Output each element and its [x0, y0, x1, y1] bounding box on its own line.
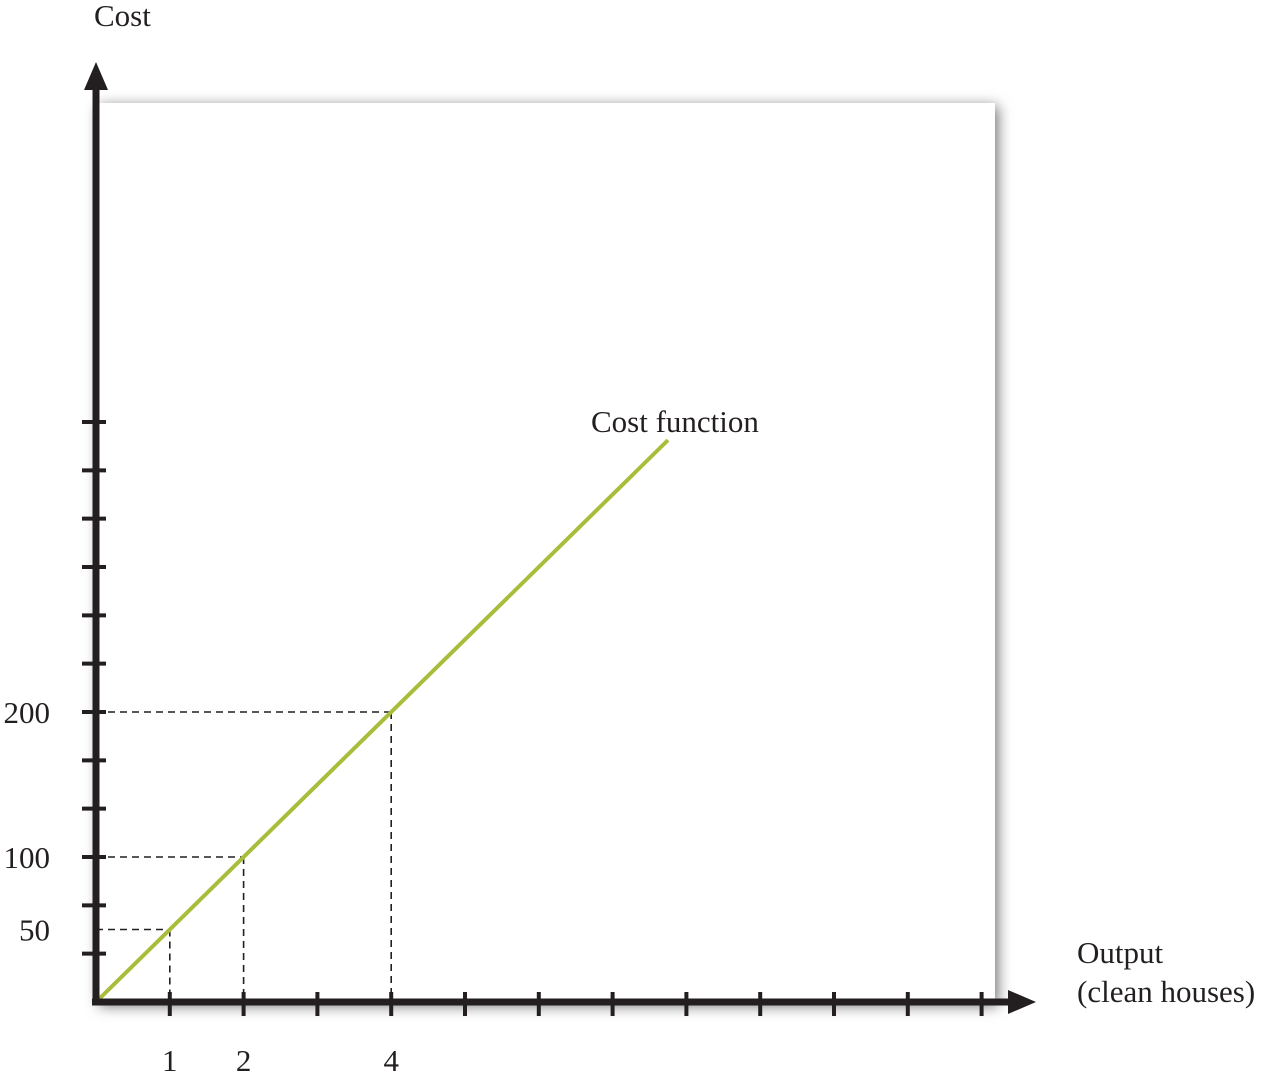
- x-axis-title-line2: (clean houses): [1077, 974, 1255, 1009]
- x-tick-label: 2: [236, 1043, 252, 1078]
- series-layer: [94, 438, 670, 1004]
- y-axis-title: Cost: [94, 0, 151, 33]
- x-tick-label: 4: [383, 1043, 399, 1078]
- y-tick-label: 100: [4, 840, 51, 875]
- series-label-cost-function: Cost function: [591, 404, 759, 439]
- reference-lines: [96, 711, 393, 1002]
- x-tick-label: 1: [162, 1043, 178, 1078]
- tick-labels: 1 2 4 50 100 200: [4, 695, 400, 1078]
- y-axis-arrowhead: [84, 62, 108, 90]
- y-tick-label: 50: [19, 913, 50, 948]
- x-axis-title: Output: [1077, 935, 1164, 970]
- x-axis-arrowhead: [1008, 990, 1036, 1014]
- y-tick-label: 200: [4, 695, 51, 730]
- series-line-cost-function: [94, 438, 670, 1004]
- axis-ticks: [82, 420, 984, 1016]
